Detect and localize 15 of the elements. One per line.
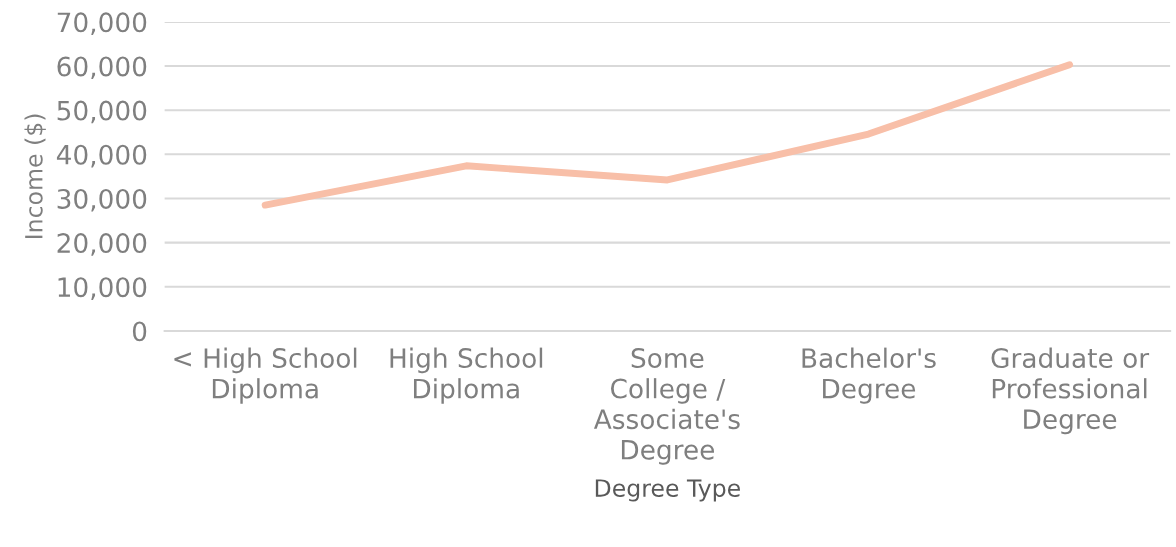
x-axis-title: Degree Type (595, 479, 740, 502)
y-tick-label: 30,000 (57, 188, 147, 212)
x-tick-label: Some College / Associate's Degree (593, 348, 740, 465)
y-tick-label: 0 (132, 321, 147, 342)
x-tick-label: High School Diploma (390, 347, 543, 404)
x-tick-label: Graduate or Professional Degree (991, 347, 1150, 435)
y-tick-label: 50,000 (57, 100, 147, 124)
x-tick-label: < High School Diploma (174, 347, 357, 404)
y-tick-label: 70,000 (57, 12, 147, 35)
y-axis-title: Income ($) (24, 114, 46, 239)
y-tick-label: 10,000 (58, 277, 147, 300)
y-tick-label: 40,000 (56, 144, 147, 168)
y-tick-label: 20,000 (57, 233, 147, 256)
y-tick-label: 60,000 (57, 56, 147, 80)
x-tick-label: Bachelor's Degree (802, 347, 936, 404)
